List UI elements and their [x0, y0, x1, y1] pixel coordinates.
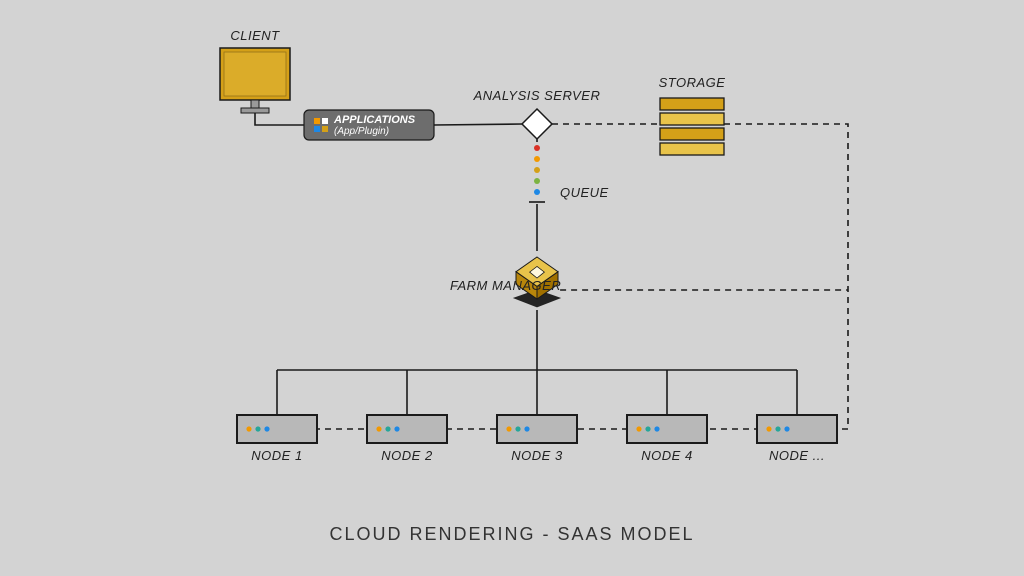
client-monitor [220, 48, 290, 113]
analysis-diamond [522, 109, 552, 139]
applications-pill: APPLICATIONS(App/Plugin) [304, 110, 434, 140]
queue-dot-1 [534, 156, 540, 162]
applications-sublabel: (App/Plugin) [334, 126, 389, 137]
node-2 [497, 415, 577, 443]
queue-dot-2 [534, 167, 540, 173]
node-label-3: NODE 4 [641, 448, 692, 463]
queue-label: QUEUE [560, 185, 609, 200]
node-0 [237, 415, 317, 443]
applications-label: APPLICATIONS [333, 114, 416, 126]
node-3 [627, 415, 707, 443]
analysis-label: ANALYSIS SERVER [473, 88, 601, 103]
farm-manager-label: FARM MANAGER [450, 278, 561, 293]
queue-dot-3 [534, 178, 540, 184]
queue-dot-4 [534, 189, 540, 195]
node-label-0: NODE 1 [251, 448, 302, 463]
node-label-1: NODE 2 [381, 448, 433, 463]
edge-apps-to-analysis [434, 124, 522, 125]
storage-label: STORAGE [659, 75, 726, 90]
diagram-title: CLOUD RENDERING - SAAS MODEL [329, 524, 694, 544]
client-label: CLIENT [230, 28, 280, 43]
node-label-2: NODE 3 [511, 448, 563, 463]
node-label-4: NODE ... [769, 448, 825, 463]
diagram-canvas: CLIENT APPLICATIONS(App/Plugin) ANALYSIS S… [0, 0, 1024, 576]
node-4 [757, 415, 837, 443]
node-1 [367, 415, 447, 443]
storage-stack [660, 98, 724, 155]
queue-dot-0 [534, 145, 540, 151]
